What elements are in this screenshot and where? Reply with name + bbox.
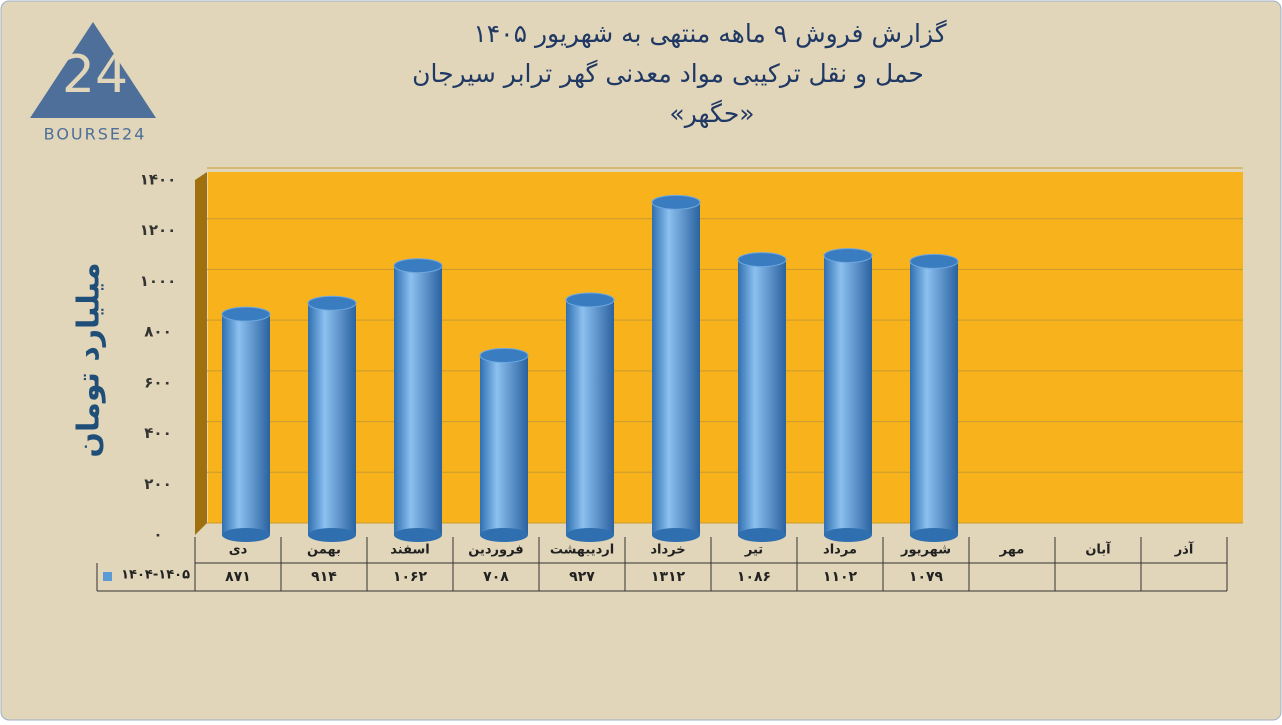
x-tick-label: شهریور xyxy=(900,543,951,558)
bar-top xyxy=(307,295,357,311)
y-tick-label: ۶۰۰ xyxy=(144,373,171,391)
x-tick-label: مهر xyxy=(999,543,1025,558)
bar-body xyxy=(910,261,958,535)
logo: 24 BOURSE24 xyxy=(30,22,156,144)
y-tick-label: ۱۰۰۰ xyxy=(140,272,177,290)
y-tick-label: ۱۴۰۰ xyxy=(140,171,177,189)
bar xyxy=(221,306,271,542)
bar-bottom xyxy=(738,528,786,542)
bar-bottom xyxy=(910,528,958,542)
x-tick-label: تیر xyxy=(744,543,763,558)
x-tick-label: اردیبهشت xyxy=(550,543,614,558)
logo-mark: 24 xyxy=(62,45,128,105)
bar-body xyxy=(738,259,786,535)
bar-top xyxy=(221,306,271,322)
x-tick-label: آذر xyxy=(1174,541,1194,558)
bar-top xyxy=(479,347,529,363)
chart-title: گزارش فروش ۹ ماهه منتهی به شهریور ۱۴۰۵ xyxy=(473,19,946,49)
value-label: ۱۰۷۹ xyxy=(909,569,944,585)
plot-side-wall xyxy=(195,172,207,535)
legend-swatch xyxy=(103,572,112,581)
value-label: ۹۲۷ xyxy=(569,569,595,585)
value-label: ۷۰۸ xyxy=(483,569,509,585)
bar-body xyxy=(566,299,614,535)
bar-bottom xyxy=(480,528,528,542)
bar-top xyxy=(823,248,873,264)
logo-triangle xyxy=(30,22,156,118)
bar xyxy=(393,258,443,542)
x-tick-label: اسفند xyxy=(390,543,429,558)
y-tick-label: ۴۰۰ xyxy=(144,424,171,442)
y-tick-label: ۱۲۰۰ xyxy=(140,221,177,239)
x-tick-label: بهمن xyxy=(307,543,341,558)
bar xyxy=(823,248,873,542)
bar-top xyxy=(909,253,959,269)
bar-bottom xyxy=(394,528,442,542)
bar-body xyxy=(308,303,356,535)
chart-subtitle: حمل و نقل ترکیبی مواد معدنی گهر ترابر سی… xyxy=(412,59,924,89)
bar-top xyxy=(565,292,615,308)
y-tick-label: ۸۰۰ xyxy=(144,323,171,341)
value-label: ۱۳۱۲ xyxy=(651,569,686,585)
bar xyxy=(307,295,357,542)
bar-body xyxy=(652,202,700,536)
logo-brand: BOURSE24 xyxy=(44,125,147,144)
x-tick-label: آبان xyxy=(1085,541,1111,558)
value-label: ۸۷۱ xyxy=(225,569,251,585)
chart-subtitle: «حگهر» xyxy=(669,99,754,129)
x-tick-label: دی xyxy=(229,543,248,558)
bar xyxy=(737,252,787,542)
bar-bottom xyxy=(222,528,270,542)
value-label: ۹۱۴ xyxy=(311,569,337,585)
bar-bottom xyxy=(566,528,614,542)
bar xyxy=(565,292,615,542)
value-label: ۱۰۸۶ xyxy=(737,569,771,585)
bar-top xyxy=(651,194,701,210)
plot-area xyxy=(208,172,1243,523)
bar-body xyxy=(222,314,270,535)
bar xyxy=(479,347,529,542)
bar-body xyxy=(480,355,528,535)
x-tick-label: فروردین xyxy=(468,543,523,558)
bar-top xyxy=(393,258,443,274)
bar xyxy=(651,194,701,542)
x-tick-label: مرداد xyxy=(823,543,857,558)
bar-bottom xyxy=(308,528,356,542)
y-tick-label: ۰ xyxy=(153,526,162,544)
bar xyxy=(909,253,959,542)
y-tick-label: ۲۰۰ xyxy=(144,475,171,493)
value-label: ۱۱۰۲ xyxy=(823,569,858,585)
bar-top xyxy=(737,252,787,268)
bar-bottom xyxy=(652,528,700,542)
value-label: ۱۰۶۲ xyxy=(393,569,428,585)
legend-label: ۱۴۰۴-۱۴۰۵ xyxy=(121,568,190,583)
bar-bottom xyxy=(824,528,872,542)
bar-body xyxy=(824,255,872,536)
y-axis-label: میلیارد تومان xyxy=(72,262,107,457)
bar-body xyxy=(394,265,442,535)
x-tick-label: خرداد xyxy=(650,543,685,558)
